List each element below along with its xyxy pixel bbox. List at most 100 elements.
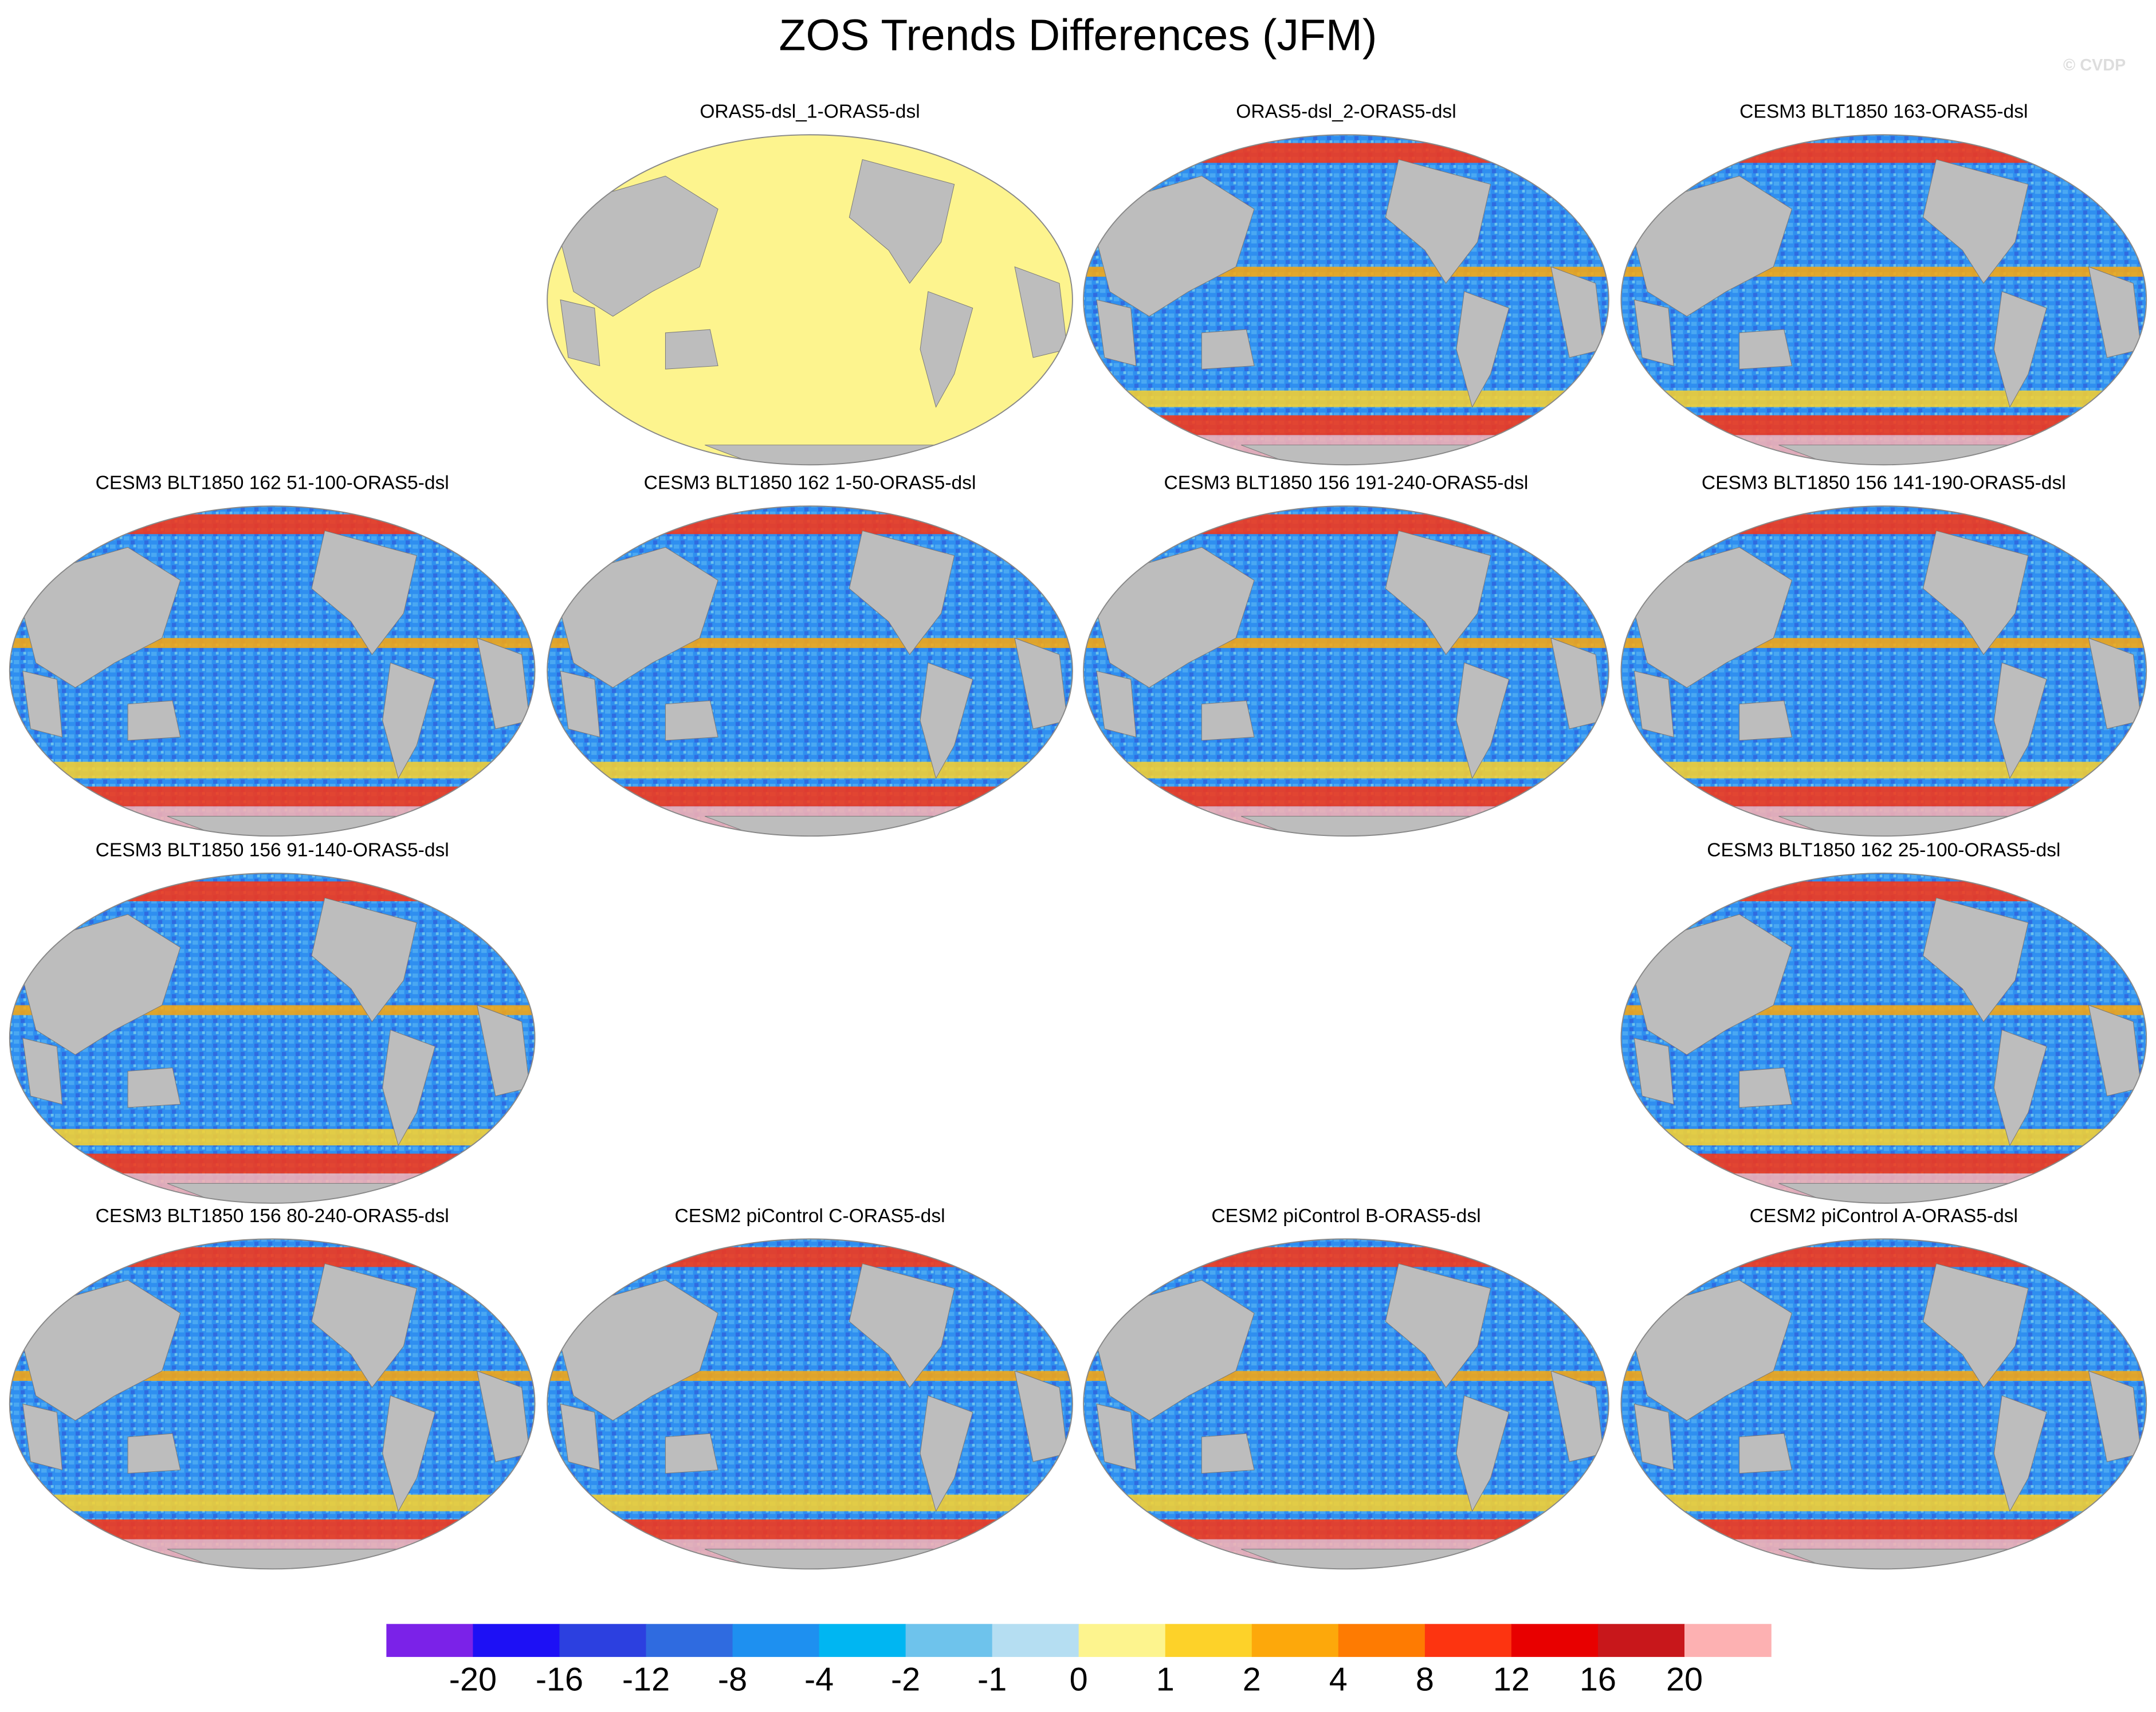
tick-label: -16 [536, 1661, 583, 1698]
map-outline [1620, 505, 2147, 837]
land [14, 914, 181, 1055]
map-outline [547, 505, 1073, 837]
anomaly-band [1621, 1494, 2147, 1511]
map-body [1621, 135, 2147, 465]
land [1633, 299, 1674, 367]
color-box [1251, 1624, 1339, 1657]
land [1385, 159, 1491, 284]
map-panel: ORAS5-dsl_2-ORAS5-dsl [1083, 101, 1609, 466]
land [1201, 700, 1255, 741]
land [1456, 291, 1510, 408]
tick-label: 12 [1493, 1661, 1530, 1698]
map-outline [1083, 1238, 1609, 1570]
land [1923, 897, 2029, 1023]
tick-label: 1 [1156, 1661, 1175, 1698]
map-panels: ORAS5-dsl_1-ORAS5-dsl ORAS5-dsl_2-ORAS5-d… [9, 101, 2147, 1570]
map-outline [1620, 873, 2147, 1204]
land [1240, 816, 1478, 837]
land [849, 159, 955, 284]
land [1993, 1395, 2047, 1512]
anomaly-band [1083, 390, 1609, 407]
land [1993, 291, 2047, 408]
land [1088, 547, 1255, 688]
panel-title: ORAS5-dsl_1-ORAS5-dsl [700, 101, 920, 123]
land [1240, 445, 1478, 465]
tick-label: 20 [1666, 1661, 1703, 1698]
land [167, 816, 404, 837]
tick-label: 8 [1416, 1661, 1434, 1698]
tick-label: -20 [449, 1661, 497, 1698]
anomaly-band [1621, 143, 2147, 163]
map-panel: CESM3 BLT1850 163-ORAS5-dsl [1620, 101, 2147, 466]
land [1385, 1263, 1491, 1388]
map-panel: CESM2 piControl B-ORAS5-dsl [1083, 1206, 1609, 1570]
color-box [992, 1624, 1079, 1657]
map-outline [547, 1238, 1073, 1570]
map-outline [1083, 505, 1609, 837]
land [382, 1395, 435, 1512]
tick-label: -1 [977, 1661, 1007, 1698]
tick-label: -4 [804, 1661, 834, 1698]
land [849, 1263, 955, 1388]
map-panel: CESM3 BLT1850 156 191-240-ORAS5-dsl [1083, 473, 1609, 837]
panel-title: CESM3 BLT1850 162 1-50-ORAS5-dsl [644, 473, 976, 494]
figure-title: ZOS Trends Differences (JFM) [779, 11, 1377, 60]
map-outline [9, 505, 536, 837]
land [1778, 1549, 2016, 1569]
land [1778, 445, 2016, 465]
tick-label: 2 [1243, 1661, 1261, 1698]
land [1993, 1029, 2047, 1146]
land [1923, 1263, 2029, 1388]
anomaly-band [1621, 881, 2147, 901]
land [1385, 530, 1491, 655]
anomaly-band [547, 514, 1073, 535]
land [1626, 547, 1792, 688]
land [560, 1403, 600, 1471]
land [1088, 175, 1255, 317]
panel-title: CESM3 BLT1850 162 25-100-ORAS5-dsl [1707, 839, 2060, 861]
color-box [646, 1624, 733, 1657]
land [1626, 1279, 1792, 1421]
anomaly-band [1083, 761, 1609, 779]
color-box [1511, 1624, 1599, 1657]
land [1633, 670, 1674, 738]
map-outline [1083, 134, 1609, 466]
anomaly-band [1083, 143, 1609, 163]
land [1088, 1279, 1255, 1421]
land [167, 1183, 404, 1203]
land [127, 1067, 181, 1108]
tick-label: -2 [891, 1661, 920, 1698]
map-panel: ORAS5-dsl_1-ORAS5-dsl [547, 101, 1073, 466]
land [167, 1549, 404, 1569]
anomaly-band [547, 1247, 1073, 1267]
land [1096, 670, 1137, 738]
anomaly-band [1083, 514, 1609, 535]
panel-title: CESM3 BLT1850 156 191-240-ORAS5-dsl [1164, 473, 1529, 494]
land [1993, 662, 2047, 779]
color-box [1078, 1624, 1166, 1657]
panel-title: CESM2 piControl C-ORAS5-dsl [674, 1206, 945, 1227]
panel-title: CESM2 piControl A-ORAS5-dsl [1750, 1206, 2018, 1227]
land [1240, 1549, 1478, 1569]
land [382, 1029, 435, 1146]
color-box [1165, 1624, 1252, 1657]
land [705, 816, 941, 837]
land [382, 662, 435, 779]
map-panel: CESM3 BLT1850 156 91-140-ORAS5-dsl [9, 839, 536, 1204]
land [22, 1403, 63, 1471]
anomaly-band [1083, 1247, 1609, 1267]
color-box [1684, 1624, 1772, 1657]
panel-title: ORAS5-dsl_2-ORAS5-dsl [1236, 101, 1456, 123]
land [311, 530, 417, 655]
anomaly-band [9, 761, 535, 779]
color-box [473, 1624, 560, 1657]
land [1778, 816, 2016, 837]
panel-title: CESM2 piControl B-ORAS5-dsl [1211, 1206, 1480, 1227]
color-box [732, 1624, 820, 1657]
land [1633, 1403, 1674, 1471]
land [560, 299, 600, 367]
map-panel: CESM3 BLT1850 162 1-50-ORAS5-dsl [547, 473, 1073, 837]
map-panel: CESM3 BLT1850 162 51-100-ORAS5-dsl [9, 473, 536, 837]
anomaly-band [1621, 761, 2147, 779]
